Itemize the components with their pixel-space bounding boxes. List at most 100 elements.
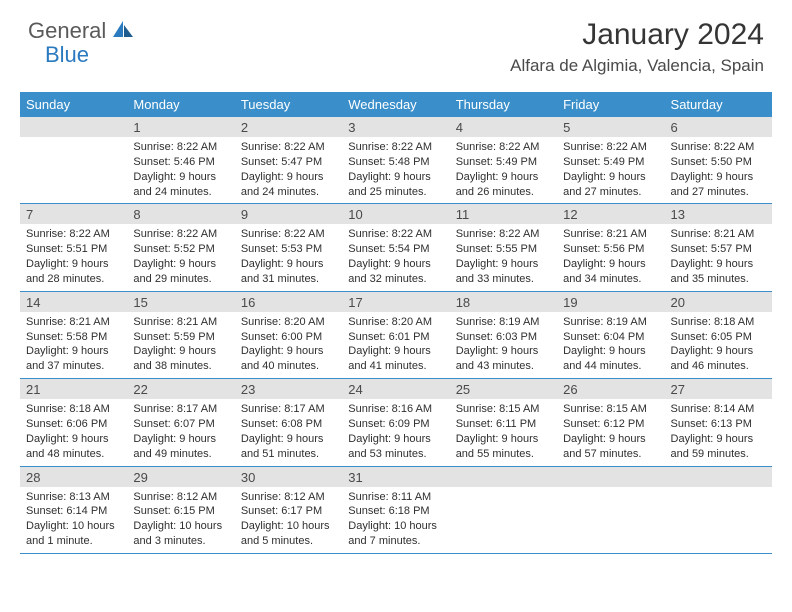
day-number: 10 — [342, 204, 449, 224]
day-content: Sunrise: 8:20 AMSunset: 6:00 PMDaylight:… — [235, 312, 342, 378]
daylight-text: Daylight: 9 hours and 43 minutes. — [456, 344, 551, 374]
sunrise-text: Sunrise: 8:18 AM — [26, 402, 121, 417]
empty-day-number — [20, 117, 127, 137]
sunset-text: Sunset: 5:46 PM — [133, 155, 228, 170]
sunset-text: Sunset: 5:50 PM — [671, 155, 766, 170]
day-content: Sunrise: 8:19 AMSunset: 6:03 PMDaylight:… — [450, 312, 557, 378]
sunset-text: Sunset: 6:17 PM — [241, 504, 336, 519]
daylight-text: Daylight: 9 hours and 35 minutes. — [671, 257, 766, 287]
day-number: 20 — [665, 292, 772, 312]
day-number: 23 — [235, 379, 342, 399]
sunrise-text: Sunrise: 8:12 AM — [241, 490, 336, 505]
day-number: 4 — [450, 117, 557, 137]
daylight-text: Daylight: 9 hours and 26 minutes. — [456, 170, 551, 200]
daylight-text: Daylight: 10 hours and 1 minute. — [26, 519, 121, 549]
calendar-day-cell: 12Sunrise: 8:21 AMSunset: 5:56 PMDayligh… — [557, 204, 664, 291]
weekday-header: Tuesday — [235, 92, 342, 117]
sunrise-text: Sunrise: 8:21 AM — [133, 315, 228, 330]
daylight-text: Daylight: 9 hours and 37 minutes. — [26, 344, 121, 374]
day-number: 19 — [557, 292, 664, 312]
day-content: Sunrise: 8:12 AMSunset: 6:15 PMDaylight:… — [127, 487, 234, 553]
weekday-header: Sunday — [20, 92, 127, 117]
daylight-text: Daylight: 9 hours and 48 minutes. — [26, 432, 121, 462]
day-number: 28 — [20, 467, 127, 487]
sunrise-text: Sunrise: 8:21 AM — [26, 315, 121, 330]
weekday-header: Wednesday — [342, 92, 449, 117]
day-number: 15 — [127, 292, 234, 312]
day-number: 18 — [450, 292, 557, 312]
sunset-text: Sunset: 6:09 PM — [348, 417, 443, 432]
logo: General Blue — [28, 18, 135, 44]
daylight-text: Daylight: 10 hours and 3 minutes. — [133, 519, 228, 549]
day-number: 30 — [235, 467, 342, 487]
sunset-text: Sunset: 6:01 PM — [348, 330, 443, 345]
daylight-text: Daylight: 9 hours and 27 minutes. — [671, 170, 766, 200]
daylight-text: Daylight: 9 hours and 44 minutes. — [563, 344, 658, 374]
calendar-day-cell: 3Sunrise: 8:22 AMSunset: 5:48 PMDaylight… — [342, 117, 449, 204]
day-content: Sunrise: 8:20 AMSunset: 6:01 PMDaylight:… — [342, 312, 449, 378]
calendar-day-cell: 18Sunrise: 8:19 AMSunset: 6:03 PMDayligh… — [450, 291, 557, 378]
day-content: Sunrise: 8:22 AMSunset: 5:53 PMDaylight:… — [235, 224, 342, 290]
sunset-text: Sunset: 6:15 PM — [133, 504, 228, 519]
location: Alfara de Algimia, Valencia, Spain — [510, 56, 764, 76]
day-content: Sunrise: 8:21 AMSunset: 5:58 PMDaylight:… — [20, 312, 127, 378]
day-content: Sunrise: 8:22 AMSunset: 5:49 PMDaylight:… — [450, 137, 557, 203]
calendar-day-cell: 5Sunrise: 8:22 AMSunset: 5:49 PMDaylight… — [557, 117, 664, 204]
day-number: 25 — [450, 379, 557, 399]
sunset-text: Sunset: 5:47 PM — [241, 155, 336, 170]
calendar-day-cell: 13Sunrise: 8:21 AMSunset: 5:57 PMDayligh… — [665, 204, 772, 291]
sunset-text: Sunset: 6:06 PM — [26, 417, 121, 432]
sunrise-text: Sunrise: 8:22 AM — [26, 227, 121, 242]
calendar-day-cell: 1Sunrise: 8:22 AMSunset: 5:46 PMDaylight… — [127, 117, 234, 204]
daylight-text: Daylight: 9 hours and 29 minutes. — [133, 257, 228, 287]
calendar-day-cell: 6Sunrise: 8:22 AMSunset: 5:50 PMDaylight… — [665, 117, 772, 204]
sunset-text: Sunset: 5:53 PM — [241, 242, 336, 257]
daylight-text: Daylight: 9 hours and 57 minutes. — [563, 432, 658, 462]
sunrise-text: Sunrise: 8:22 AM — [241, 227, 336, 242]
sunset-text: Sunset: 5:48 PM — [348, 155, 443, 170]
day-number: 12 — [557, 204, 664, 224]
day-content: Sunrise: 8:21 AMSunset: 5:57 PMDaylight:… — [665, 224, 772, 290]
calendar-day-cell: 10Sunrise: 8:22 AMSunset: 5:54 PMDayligh… — [342, 204, 449, 291]
month-title: January 2024 — [510, 18, 764, 52]
sunrise-text: Sunrise: 8:15 AM — [563, 402, 658, 417]
day-content: Sunrise: 8:22 AMSunset: 5:55 PMDaylight:… — [450, 224, 557, 290]
calendar-day-cell — [665, 466, 772, 553]
day-content: Sunrise: 8:22 AMSunset: 5:46 PMDaylight:… — [127, 137, 234, 203]
sunrise-text: Sunrise: 8:19 AM — [456, 315, 551, 330]
day-content: Sunrise: 8:18 AMSunset: 6:06 PMDaylight:… — [20, 399, 127, 465]
sunset-text: Sunset: 6:07 PM — [133, 417, 228, 432]
day-content: Sunrise: 8:11 AMSunset: 6:18 PMDaylight:… — [342, 487, 449, 553]
sunrise-text: Sunrise: 8:15 AM — [456, 402, 551, 417]
sunrise-text: Sunrise: 8:21 AM — [563, 227, 658, 242]
day-number: 13 — [665, 204, 772, 224]
daylight-text: Daylight: 9 hours and 40 minutes. — [241, 344, 336, 374]
calendar-day-cell: 16Sunrise: 8:20 AMSunset: 6:00 PMDayligh… — [235, 291, 342, 378]
calendar-day-cell: 4Sunrise: 8:22 AMSunset: 5:49 PMDaylight… — [450, 117, 557, 204]
day-content: Sunrise: 8:12 AMSunset: 6:17 PMDaylight:… — [235, 487, 342, 553]
sunrise-text: Sunrise: 8:17 AM — [241, 402, 336, 417]
calendar-day-cell: 30Sunrise: 8:12 AMSunset: 6:17 PMDayligh… — [235, 466, 342, 553]
sunset-text: Sunset: 6:05 PM — [671, 330, 766, 345]
day-content: Sunrise: 8:22 AMSunset: 5:48 PMDaylight:… — [342, 137, 449, 203]
sunrise-text: Sunrise: 8:18 AM — [671, 315, 766, 330]
day-number: 2 — [235, 117, 342, 137]
sunset-text: Sunset: 5:59 PM — [133, 330, 228, 345]
day-content: Sunrise: 8:22 AMSunset: 5:52 PMDaylight:… — [127, 224, 234, 290]
day-content: Sunrise: 8:21 AMSunset: 5:59 PMDaylight:… — [127, 312, 234, 378]
calendar-week-row: 7Sunrise: 8:22 AMSunset: 5:51 PMDaylight… — [20, 204, 772, 291]
calendar-day-cell: 31Sunrise: 8:11 AMSunset: 6:18 PMDayligh… — [342, 466, 449, 553]
sunset-text: Sunset: 6:11 PM — [456, 417, 551, 432]
daylight-text: Daylight: 10 hours and 5 minutes. — [241, 519, 336, 549]
day-number: 8 — [127, 204, 234, 224]
calendar-day-cell: 22Sunrise: 8:17 AMSunset: 6:07 PMDayligh… — [127, 379, 234, 466]
daylight-text: Daylight: 9 hours and 59 minutes. — [671, 432, 766, 462]
sunset-text: Sunset: 6:14 PM — [26, 504, 121, 519]
empty-day-number — [557, 467, 664, 487]
daylight-text: Daylight: 9 hours and 41 minutes. — [348, 344, 443, 374]
sunrise-text: Sunrise: 8:22 AM — [133, 140, 228, 155]
calendar-day-cell: 2Sunrise: 8:22 AMSunset: 5:47 PMDaylight… — [235, 117, 342, 204]
calendar-day-cell — [20, 117, 127, 204]
calendar-day-cell: 7Sunrise: 8:22 AMSunset: 5:51 PMDaylight… — [20, 204, 127, 291]
day-content: Sunrise: 8:22 AMSunset: 5:51 PMDaylight:… — [20, 224, 127, 290]
